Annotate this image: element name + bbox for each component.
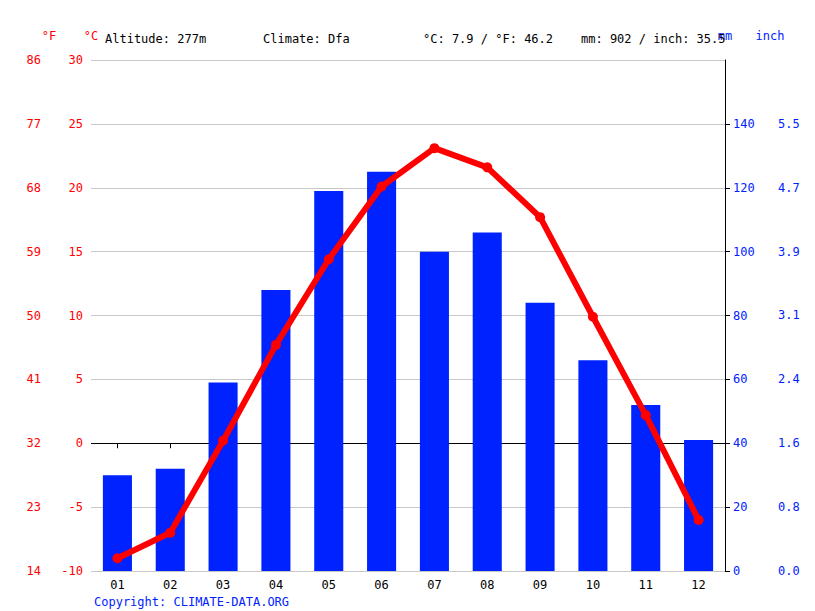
svg-text:120: 120 bbox=[733, 181, 755, 195]
svg-text:0.0: 0.0 bbox=[778, 564, 800, 578]
svg-text:09: 09 bbox=[533, 578, 547, 592]
svg-text:inch: inch bbox=[756, 29, 785, 43]
svg-text:32: 32 bbox=[27, 436, 41, 450]
svg-text:-10: -10 bbox=[61, 564, 83, 578]
svg-text:3.9: 3.9 bbox=[778, 245, 800, 259]
svg-text:23: 23 bbox=[27, 500, 41, 514]
svg-text:1.6: 1.6 bbox=[778, 436, 800, 450]
svg-text:100: 100 bbox=[733, 245, 755, 259]
svg-text:0.8: 0.8 bbox=[778, 500, 800, 514]
svg-text:07: 07 bbox=[427, 578, 441, 592]
svg-text:77: 77 bbox=[27, 117, 41, 131]
svg-text:5: 5 bbox=[76, 372, 83, 386]
svg-text:40: 40 bbox=[733, 436, 747, 450]
svg-text:3.1: 3.1 bbox=[778, 308, 800, 322]
svg-text:04: 04 bbox=[269, 578, 283, 592]
svg-text:mm: 902 / inch: 35.5: mm: 902 / inch: 35.5 bbox=[581, 32, 726, 46]
svg-text:02: 02 bbox=[163, 578, 177, 592]
svg-text:06: 06 bbox=[374, 578, 388, 592]
svg-text:50: 50 bbox=[27, 309, 41, 323]
svg-text:08: 08 bbox=[480, 578, 494, 592]
svg-text:20: 20 bbox=[733, 500, 747, 514]
svg-text:59: 59 bbox=[27, 245, 41, 259]
svg-text:30: 30 bbox=[69, 53, 83, 67]
svg-text:Altitude: 277m: Altitude: 277m bbox=[105, 32, 206, 46]
svg-text:15: 15 bbox=[69, 245, 83, 259]
svg-text:86: 86 bbox=[27, 53, 41, 67]
svg-text:11: 11 bbox=[639, 578, 653, 592]
svg-text:Climate: Dfa: Climate: Dfa bbox=[263, 32, 350, 46]
svg-text:10: 10 bbox=[69, 309, 83, 323]
svg-text:0: 0 bbox=[76, 436, 83, 450]
svg-text:10: 10 bbox=[586, 578, 600, 592]
svg-text:20: 20 bbox=[69, 181, 83, 195]
svg-text:Copyright: CLIMATE-DATA.ORG: Copyright: CLIMATE-DATA.ORG bbox=[94, 595, 289, 609]
svg-text:2.4: 2.4 bbox=[778, 372, 800, 386]
svg-text:°C: 7.9 / °F: 46.2: °C: 7.9 / °F: 46.2 bbox=[423, 32, 553, 46]
svg-text:12: 12 bbox=[691, 578, 705, 592]
svg-text:03: 03 bbox=[216, 578, 230, 592]
svg-text:-5: -5 bbox=[69, 500, 83, 514]
svg-text:°C: °C bbox=[84, 29, 98, 43]
svg-text:0: 0 bbox=[733, 564, 740, 578]
svg-text:01: 01 bbox=[110, 578, 124, 592]
svg-text:80: 80 bbox=[733, 309, 747, 323]
svg-text:4.7: 4.7 bbox=[778, 181, 800, 195]
svg-text:14: 14 bbox=[27, 564, 41, 578]
svg-text:140: 140 bbox=[733, 117, 755, 131]
svg-text:60: 60 bbox=[733, 372, 747, 386]
svg-text:5.5: 5.5 bbox=[778, 117, 800, 131]
svg-text:41: 41 bbox=[27, 372, 41, 386]
svg-text:°F: °F bbox=[42, 29, 56, 43]
svg-text:68: 68 bbox=[27, 181, 41, 195]
svg-text:25: 25 bbox=[69, 117, 83, 131]
svg-text:05: 05 bbox=[322, 578, 336, 592]
